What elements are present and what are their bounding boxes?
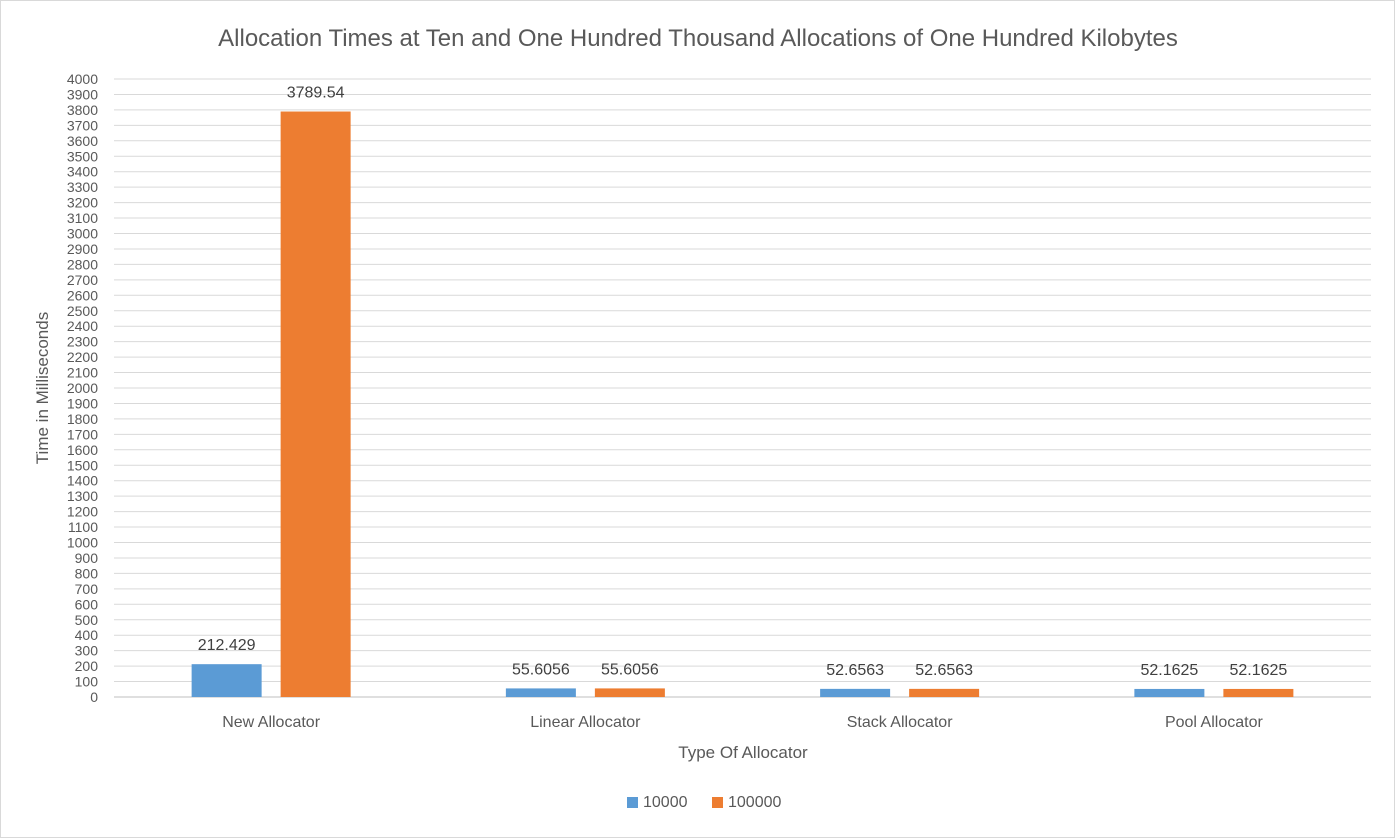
y-tick-label: 2400 bbox=[67, 318, 98, 334]
y-tick-label: 2800 bbox=[67, 256, 98, 272]
legend-swatch bbox=[712, 797, 723, 808]
y-tick-label: 1600 bbox=[67, 442, 98, 458]
y-tick-label: 2700 bbox=[67, 272, 98, 288]
y-tick-label: 800 bbox=[75, 565, 99, 581]
data-label: 52.1625 bbox=[1140, 662, 1198, 679]
bar-pool-allocator-series-10000 bbox=[1134, 688, 1205, 697]
y-tick-label: 700 bbox=[75, 581, 99, 597]
y-tick-label: 300 bbox=[75, 643, 99, 659]
y-tick-label: 3800 bbox=[67, 102, 98, 118]
y-tick-label: 0 bbox=[90, 689, 98, 705]
y-tick-label: 100 bbox=[75, 674, 99, 690]
y-tick-label: 1800 bbox=[67, 411, 98, 427]
y-tick-label: 3400 bbox=[67, 164, 98, 180]
category-label: Linear Allocator bbox=[530, 714, 641, 731]
y-tick-label: 2500 bbox=[67, 303, 98, 319]
y-tick-label: 900 bbox=[75, 550, 99, 566]
bar-linear-allocator-series-10000 bbox=[505, 688, 576, 697]
legend-label: 10000 bbox=[643, 794, 688, 811]
y-tick-label: 2100 bbox=[67, 365, 98, 381]
chart-title: Allocation Times at Ten and One Hundred … bbox=[218, 25, 1178, 52]
y-tick-label: 500 bbox=[75, 612, 99, 628]
y-tick-label: 2200 bbox=[67, 349, 98, 365]
data-label: 52.6563 bbox=[826, 662, 884, 679]
data-label: 52.1625 bbox=[1229, 662, 1287, 679]
bar-linear-allocator-series-100000 bbox=[594, 688, 665, 697]
data-label: 212.429 bbox=[198, 637, 256, 654]
y-tick-label: 3900 bbox=[67, 86, 98, 102]
y-axis-title: Time in Milliseconds bbox=[33, 312, 52, 464]
y-tick-label: 1200 bbox=[67, 504, 98, 520]
y-tick-label: 400 bbox=[75, 627, 99, 643]
y-tick-label: 3200 bbox=[67, 195, 98, 211]
legend-swatch bbox=[627, 797, 638, 808]
legend-label: 100000 bbox=[728, 794, 781, 811]
y-tick-label: 1400 bbox=[67, 473, 98, 489]
bars bbox=[191, 111, 1294, 698]
category-label: Pool Allocator bbox=[1165, 714, 1264, 731]
y-tick-label: 200 bbox=[75, 658, 99, 674]
category-label: Stack Allocator bbox=[847, 714, 954, 731]
bar-new-allocator-series-100000 bbox=[280, 111, 351, 698]
y-tick-label: 2300 bbox=[67, 334, 98, 350]
y-tick-label: 1500 bbox=[67, 457, 98, 473]
y-tick-label: 1100 bbox=[68, 519, 98, 535]
y-tick-label: 600 bbox=[75, 596, 99, 612]
y-tick-label: 3000 bbox=[67, 226, 98, 242]
x-axis-categories: New Allocator Linear Allocator Stack Alloc… bbox=[222, 714, 1263, 731]
y-tick-label: 1300 bbox=[67, 488, 98, 504]
category-label: New Allocator bbox=[222, 714, 320, 731]
bar-stack-allocator-series-100000 bbox=[909, 688, 980, 697]
data-labels: 212.429 3789.54 55.6056 55.6056 52.6563 52.65… bbox=[198, 85, 1288, 679]
data-label: 55.6056 bbox=[512, 661, 570, 678]
x-axis-title: Type Of Allocator bbox=[678, 743, 808, 762]
y-tick-label: 3100 bbox=[67, 210, 98, 226]
y-tick-label: 2600 bbox=[67, 287, 98, 303]
y-tick-label: 2000 bbox=[67, 380, 98, 396]
y-tick-label: 4000 bbox=[67, 71, 98, 87]
data-label: 3789.54 bbox=[287, 85, 345, 102]
y-tick-label: 3600 bbox=[67, 133, 98, 149]
y-tick-label: 2900 bbox=[67, 241, 98, 257]
data-label: 52.6563 bbox=[915, 662, 973, 679]
y-axis-ticks: 0100200300400500600700800900100011001200… bbox=[67, 71, 98, 705]
bar-new-allocator-series-10000 bbox=[191, 664, 262, 697]
y-tick-label: 1700 bbox=[67, 426, 98, 442]
legend: 10000 100000 bbox=[627, 794, 781, 811]
y-tick-label: 3700 bbox=[67, 117, 98, 133]
y-tick-label: 1000 bbox=[67, 535, 98, 551]
y-tick-label: 1900 bbox=[67, 395, 98, 411]
bar-stack-allocator-series-10000 bbox=[820, 688, 891, 697]
y-tick-label: 3300 bbox=[67, 179, 98, 195]
y-tick-label: 3500 bbox=[67, 148, 98, 164]
bar-pool-allocator-series-100000 bbox=[1223, 688, 1294, 697]
data-label: 55.6056 bbox=[601, 661, 659, 678]
